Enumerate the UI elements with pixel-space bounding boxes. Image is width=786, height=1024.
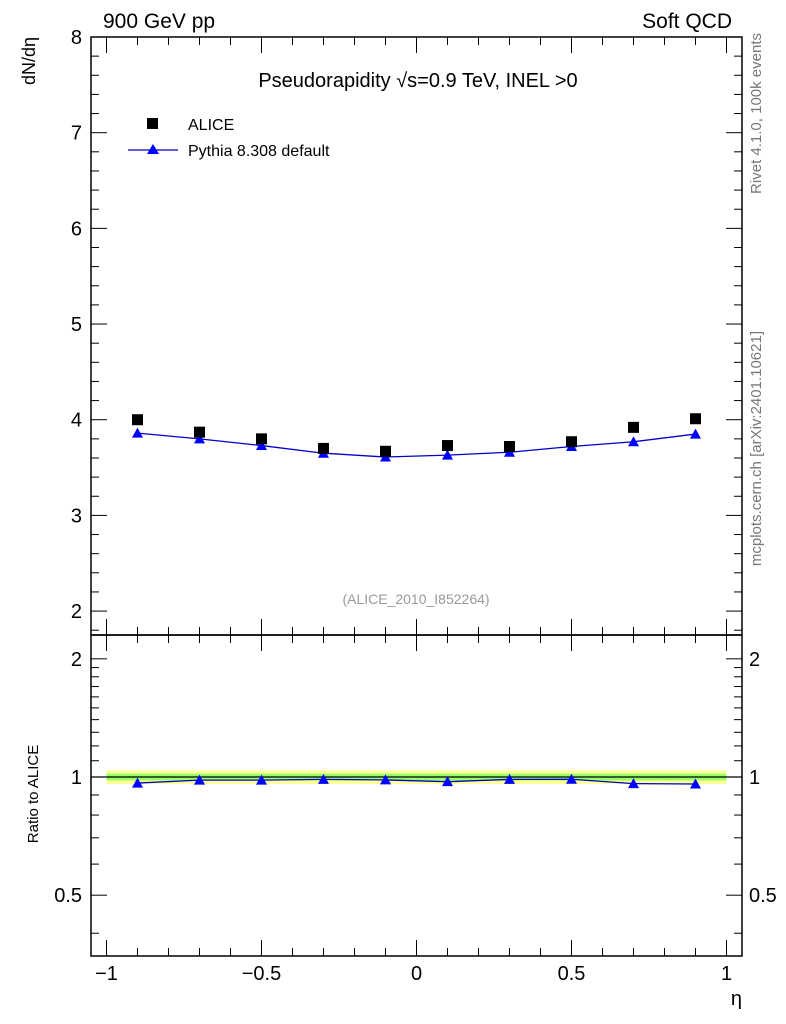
alice-marker xyxy=(628,421,639,433)
chart-title: Pseudorapidity √s=0.9 TeV, INEL >0 xyxy=(258,70,577,92)
x-axis-label: η xyxy=(731,988,742,1010)
main-y-tick-label: 8 xyxy=(71,27,82,49)
ratio-axis-ticks xyxy=(91,635,742,956)
ratio-uncertainty-bands xyxy=(91,770,742,784)
main-y-tick-label: 7 xyxy=(71,123,82,145)
x-tick-label: −0.5 xyxy=(242,963,281,985)
main-y-axis-label: dN/dη xyxy=(19,37,39,85)
pythia-marker xyxy=(442,449,453,460)
alice-marker xyxy=(256,433,267,445)
ratio-pythia-marker xyxy=(504,773,515,784)
pythia-marker xyxy=(690,428,701,439)
ratio-pythia-marker xyxy=(318,773,329,784)
alice-marker xyxy=(442,440,453,452)
main-y-tick-label: 3 xyxy=(71,505,82,527)
main-y-tick-label: 4 xyxy=(71,410,82,432)
alice-marker xyxy=(504,441,515,453)
ratio-y-tick-label: 0.5 xyxy=(54,885,82,907)
ratio-y-tick-label-right: 2 xyxy=(749,649,760,671)
ratio-pythia-marker xyxy=(566,773,577,784)
main-y-tick-label: 5 xyxy=(71,314,82,336)
mcplots-label: mcplots.cern.ch [arXiv:2401.10621] xyxy=(748,331,765,566)
ratio-series xyxy=(132,773,701,789)
ratio-y-axis-label: Ratio to ALICE xyxy=(25,745,42,843)
mc-series xyxy=(132,427,701,462)
ratio-pythia-marker xyxy=(132,777,143,788)
legend-label-alice: ALICE xyxy=(188,117,234,134)
pythia-marker xyxy=(194,433,205,444)
pythia-marker xyxy=(132,427,143,438)
ratio-pythia-marker xyxy=(380,774,391,785)
legend-marker-alice xyxy=(147,118,158,129)
ratio-y-tick-label: 1 xyxy=(71,767,82,789)
ratio-pythia-line xyxy=(137,778,696,785)
alice-marker xyxy=(132,414,143,426)
alice-marker xyxy=(194,426,205,438)
pythia-marker xyxy=(628,436,639,447)
alice-marker xyxy=(318,442,329,454)
alice-marker xyxy=(380,445,391,457)
ratio-plot-frame xyxy=(90,634,743,957)
legend: ALICE Pythia 8.308 default xyxy=(128,117,330,160)
ratio-y-tick-label-right: 1 xyxy=(749,767,760,789)
legend-label-pythia: Pythia 8.308 default xyxy=(188,143,330,160)
main-axis-ticks xyxy=(91,36,742,635)
x-tick-labels: −1 −0.5 0 0.5 1 xyxy=(95,963,732,985)
ratio-pythia-marker xyxy=(442,776,453,787)
header-right-label: Soft QCD xyxy=(642,10,732,33)
alice-marker xyxy=(690,413,701,425)
legend-marker-pythia xyxy=(147,144,159,154)
main-y-tick-label: 2 xyxy=(71,601,82,623)
rivet-version-label: Rivet 4.1.0, 100k events xyxy=(748,33,765,194)
main-y-tick-labels: 2 3 4 5 6 7 8 xyxy=(71,27,82,623)
x-tick-label: 0.5 xyxy=(558,963,586,985)
ratio-pythia-marker xyxy=(194,774,205,785)
x-tick-label: 0 xyxy=(411,963,422,985)
ratio-pythia-marker xyxy=(690,778,701,789)
ratio-y-tick-label-right: 0.5 xyxy=(749,885,777,907)
x-tick-label: −1 xyxy=(95,963,118,985)
alice-marker xyxy=(566,436,577,448)
analysis-id-label: (ALICE_2010_I852264) xyxy=(342,591,489,607)
ratio-y-tick-labels: 0.5 0.5 1 1 2 2 xyxy=(54,649,777,907)
ratio-pythia-marker xyxy=(256,774,267,785)
pythia-line xyxy=(137,432,696,458)
data-series xyxy=(132,413,701,457)
x-tick-label: 1 xyxy=(721,963,732,985)
ratio-pythia-marker xyxy=(628,778,639,789)
ratio-y-tick-label: 2 xyxy=(71,649,82,671)
main-y-tick-label: 6 xyxy=(71,218,82,240)
header-left-label: 900 GeV pp xyxy=(103,10,215,33)
pythia-marker xyxy=(256,440,267,451)
